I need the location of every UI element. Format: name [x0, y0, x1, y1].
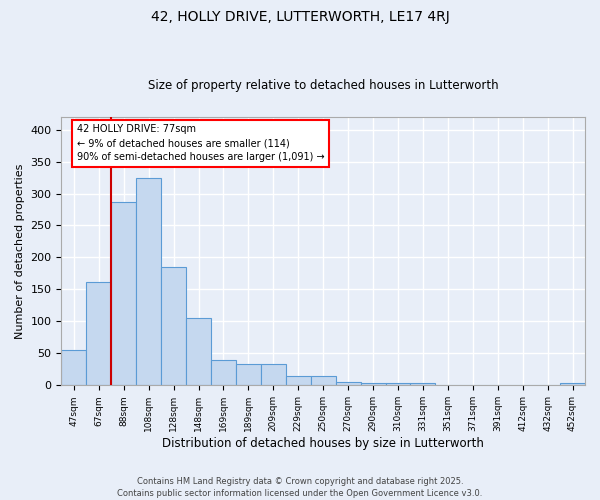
Bar [186, 318, 211, 386]
Bar [410, 383, 436, 386]
Y-axis label: Number of detached properties: Number of detached properties [15, 164, 25, 339]
Bar [335, 382, 361, 386]
Bar [86, 282, 111, 386]
Bar [111, 202, 136, 386]
Bar [236, 364, 261, 386]
Bar [286, 376, 311, 386]
X-axis label: Distribution of detached houses by size in Lutterworth: Distribution of detached houses by size … [162, 437, 484, 450]
Bar [61, 350, 86, 386]
Bar [211, 360, 236, 386]
Bar [560, 383, 585, 386]
Bar [311, 376, 335, 386]
Bar [361, 383, 386, 386]
Bar [161, 267, 186, 386]
Bar [261, 364, 286, 386]
Text: Contains HM Land Registry data © Crown copyright and database right 2025.
Contai: Contains HM Land Registry data © Crown c… [118, 476, 482, 498]
Text: 42, HOLLY DRIVE, LUTTERWORTH, LE17 4RJ: 42, HOLLY DRIVE, LUTTERWORTH, LE17 4RJ [151, 10, 449, 24]
Bar [136, 178, 161, 386]
Text: 42 HOLLY DRIVE: 77sqm
← 9% of detached houses are smaller (114)
90% of semi-deta: 42 HOLLY DRIVE: 77sqm ← 9% of detached h… [77, 124, 325, 162]
Bar [386, 383, 410, 386]
Title: Size of property relative to detached houses in Lutterworth: Size of property relative to detached ho… [148, 79, 499, 92]
